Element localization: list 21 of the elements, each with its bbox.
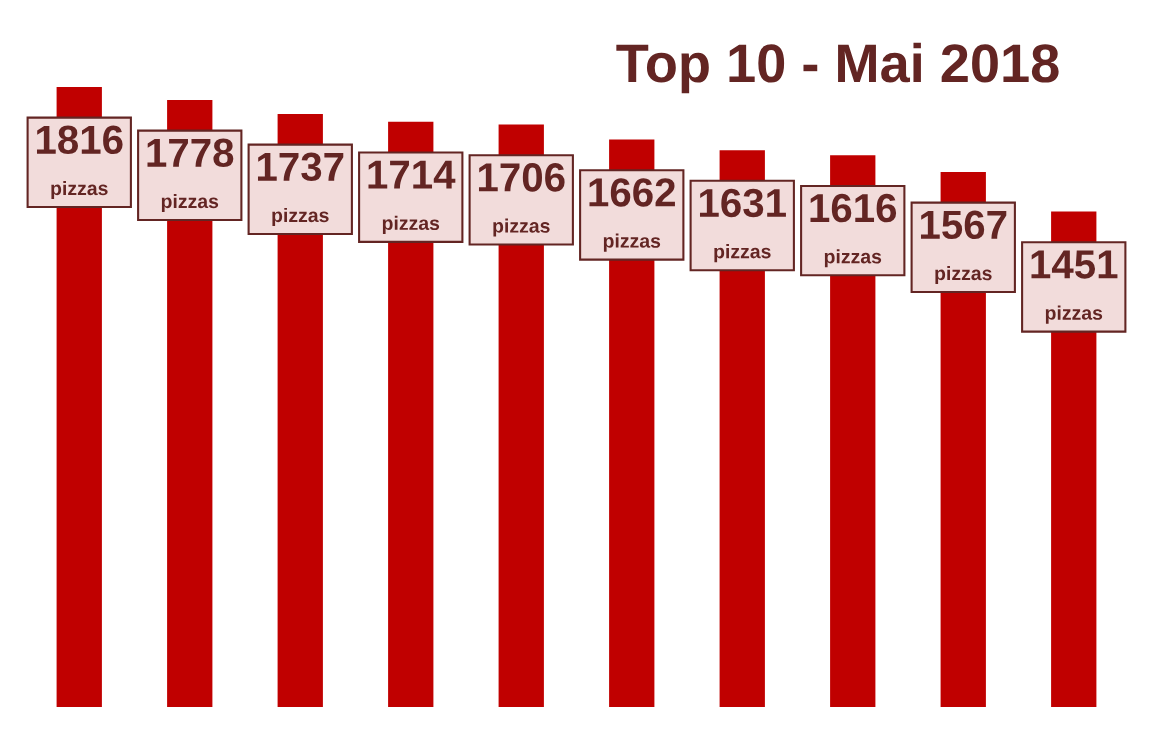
annotation: pizzas bbox=[272, 207, 329, 227]
annotation: pizzas bbox=[1045, 305, 1103, 324]
annotation: pizzas bbox=[935, 265, 992, 285]
data-label: 1778 bbox=[147, 138, 234, 168]
annotation: pizzas bbox=[493, 218, 550, 237]
data-label: 1706 bbox=[478, 163, 565, 192]
data-label: 1737 bbox=[257, 152, 344, 182]
annotation: pizzas bbox=[824, 249, 882, 268]
data-label: 1616 bbox=[810, 193, 897, 223]
data-label: 1816 bbox=[36, 125, 123, 155]
data-label: 1567 bbox=[920, 210, 1007, 240]
annotation: pizzas bbox=[51, 180, 108, 200]
annotation: pizzas bbox=[161, 193, 219, 213]
annotation: pizzas bbox=[382, 215, 440, 234]
annotation: pizzas bbox=[714, 244, 771, 263]
chart-title: Top 10 - Mai 2018 bbox=[616, 42, 1059, 94]
data-label: 1662 bbox=[589, 178, 675, 207]
data-label: 1451 bbox=[1031, 250, 1118, 279]
data-label: 1714 bbox=[368, 160, 456, 189]
data-label: 1631 bbox=[699, 188, 786, 218]
annotation: pizzas bbox=[603, 233, 661, 252]
